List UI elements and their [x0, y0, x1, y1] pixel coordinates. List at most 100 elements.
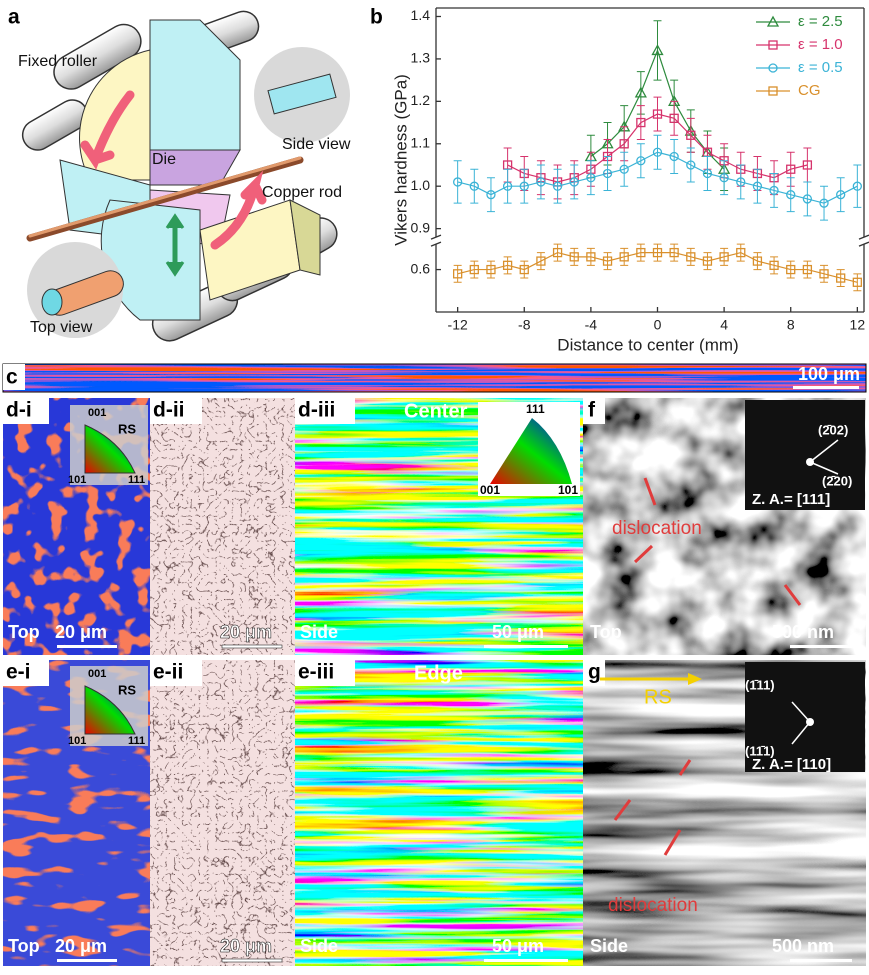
- spot-label: (2̄02): [818, 422, 848, 437]
- error-bar: [687, 148, 695, 182]
- pole-label: 101: [68, 735, 86, 747]
- image: [3, 364, 866, 392]
- view-label: Top: [8, 936, 40, 956]
- scale-bar-label: 50 μm: [492, 936, 544, 956]
- panel-c: c 100 μm: [3, 364, 866, 392]
- y-tick-label: 0.6: [411, 260, 431, 276]
- error-bar: [637, 144, 645, 178]
- error-bar: [837, 178, 845, 212]
- error-bar: [753, 253, 761, 270]
- label: Top view: [30, 319, 93, 336]
- region-label: Center: [404, 400, 468, 422]
- panel-e-i: e-i 001 RS 101 111 Top 20 μm: [3, 660, 150, 966]
- view-label: Top: [8, 622, 40, 642]
- error-bar: [620, 152, 628, 186]
- y-tick-label: 0.9: [411, 219, 431, 235]
- x-tick-label: -4: [585, 317, 598, 333]
- legend-label: ε = 0.5: [798, 59, 843, 76]
- label: Side view: [282, 136, 351, 153]
- error-bar: [620, 248, 628, 265]
- error-bar: [837, 270, 845, 287]
- error-bar: [820, 186, 828, 220]
- annotation: dislocation: [608, 895, 698, 916]
- spot-label: (2̄20): [822, 473, 852, 488]
- panel-label: e-ii: [153, 661, 183, 684]
- error-bar: [653, 97, 661, 131]
- panel-e-ii: e-ii 20 μm: [150, 660, 295, 966]
- scale-bar-label: 20 μm: [220, 622, 272, 642]
- pole-label: 001: [480, 483, 500, 497]
- error-bar: [653, 135, 661, 169]
- view-label: Side: [300, 936, 338, 956]
- error-bar: [853, 274, 861, 291]
- x-tick-label: 0: [654, 317, 662, 333]
- panel-label: e-i: [6, 661, 31, 684]
- legend-label: CG: [798, 82, 821, 99]
- error-bar: [803, 148, 811, 182]
- error-bar: [504, 257, 512, 274]
- error-bar: [720, 248, 728, 265]
- error-bar: [637, 106, 645, 140]
- error-bar: [737, 244, 745, 261]
- error-bar: [454, 265, 462, 282]
- error-bar: [770, 257, 778, 274]
- y-axis-title: Vikers hardness (GPa): [391, 74, 410, 246]
- x-tick-label: -8: [518, 317, 531, 333]
- x-tick-label: 12: [850, 317, 866, 333]
- panel-label: d-iii: [298, 399, 335, 422]
- panel-a: a Fixed roller Side view Die Copper rod …: [8, 6, 351, 347]
- pole-label: 111: [128, 735, 145, 747]
- x-tick-label: 8: [787, 317, 795, 333]
- region-label: Edge: [414, 662, 463, 684]
- zone-axis: Z. A.= [110]: [752, 756, 831, 773]
- x-axis-title: Distance to center (mm): [557, 335, 738, 354]
- error-bar: [853, 165, 861, 207]
- panel-e-iii: e-iii Edge Side 50 μm: [295, 660, 583, 966]
- direction-label: RS: [118, 421, 136, 436]
- error-bar: [770, 173, 778, 207]
- panel-label: c: [6, 366, 18, 389]
- legend-label: ε = 1.0: [798, 36, 843, 53]
- panel-label: g: [588, 661, 601, 684]
- view-label: Side: [590, 936, 628, 956]
- error-bar: [703, 253, 711, 270]
- y-tick-label: 1.4: [411, 7, 431, 23]
- y-tick-label: 1.0: [411, 177, 431, 193]
- x-tick-label: 4: [720, 317, 728, 333]
- scale-bar-label: 500 nm: [772, 936, 834, 956]
- panel-g: g RS (1̄11) (11̄1) Z. A.= [110] dislocat…: [583, 660, 866, 966]
- panel-label: b: [370, 6, 383, 29]
- y-tick-label: 1.3: [411, 50, 431, 66]
- pole-label: 001: [88, 407, 106, 419]
- legend-label: ε = 2.5: [798, 13, 843, 30]
- scale-bar-label: 20 μm: [220, 936, 272, 956]
- direction-label: RS: [118, 682, 136, 697]
- error-bar: [787, 178, 795, 212]
- error-bar: [470, 169, 478, 203]
- y-tick-label: 1.2: [411, 92, 431, 108]
- panel-label: e-iii: [298, 661, 334, 684]
- panel-d-i: d-i 001 RS 101 111 Top 20 μm: [3, 398, 150, 655]
- direction-label: RS: [644, 686, 672, 708]
- error-bar: [454, 161, 462, 203]
- error-bar: [687, 248, 695, 265]
- scale-bar-label: 20 μm: [55, 622, 107, 642]
- label: Fixed roller: [18, 53, 98, 70]
- panel-label: f: [588, 399, 596, 422]
- panel-label: a: [8, 6, 20, 29]
- error-bar: [520, 261, 528, 278]
- error-bar: [820, 265, 828, 282]
- error-bar: [487, 178, 495, 212]
- scale-bar-label: 20 μm: [55, 936, 107, 956]
- panel-b: b Vikers hardness (GPa) Distance to cent…: [370, 6, 869, 355]
- panel-label: d-i: [6, 399, 32, 422]
- pole-label: 001: [88, 668, 106, 680]
- image: [295, 660, 583, 966]
- figure: a Fixed roller Side view Die Copper rod …: [0, 0, 869, 970]
- error-bar: [803, 182, 811, 216]
- panel-d-ii: d-ii 20 μm: [150, 398, 295, 655]
- label: Die: [152, 151, 176, 168]
- pole-label: 101: [68, 474, 86, 486]
- scale-bar-label: 500 nm: [772, 622, 834, 642]
- error-bar: [537, 253, 545, 270]
